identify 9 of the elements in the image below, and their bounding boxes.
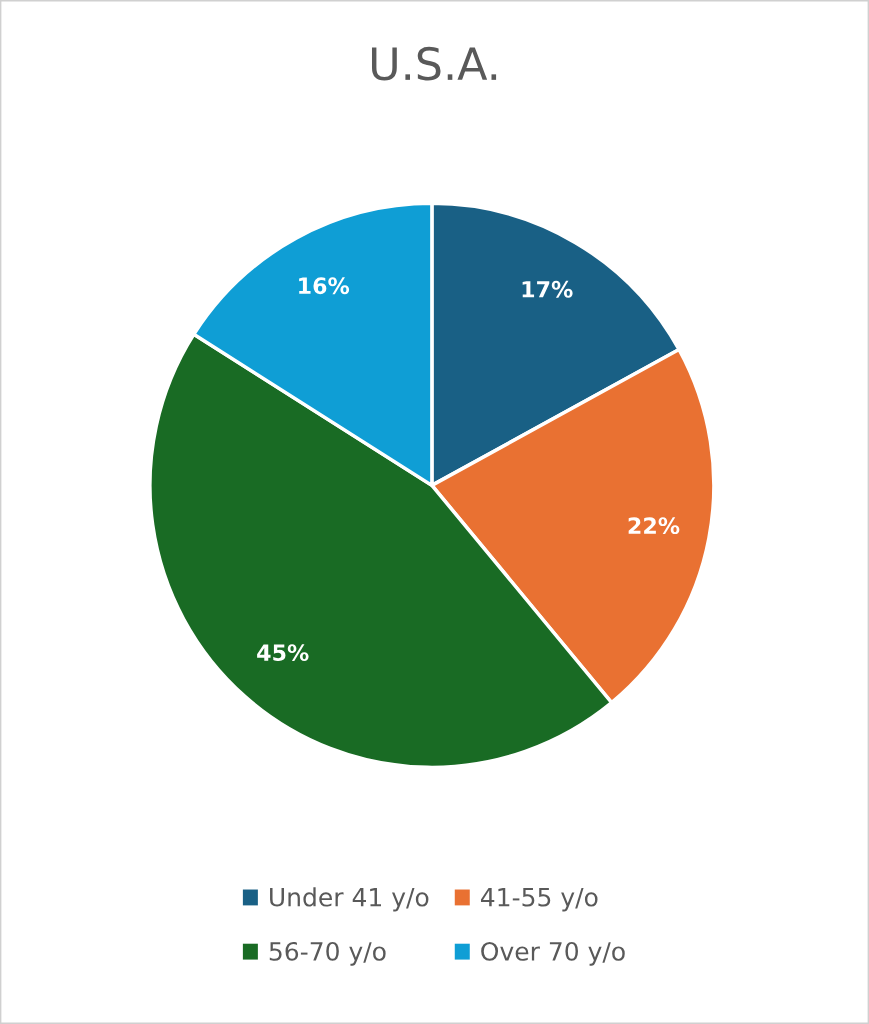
data-label: 22% bbox=[628, 517, 680, 535]
legend-label: 41-55 y/o bbox=[480, 888, 598, 912]
chart-title: U.S.A. bbox=[371, 46, 497, 81]
legend-label: Under 41 y/o bbox=[270, 887, 429, 912]
data-label: 16% bbox=[299, 277, 350, 295]
data-label: 45% bbox=[257, 644, 309, 662]
data-label: 17% bbox=[522, 280, 573, 298]
legend-label: Over 70 y/o bbox=[481, 941, 625, 966]
legend-label: 56-70 y/o bbox=[269, 941, 386, 966]
